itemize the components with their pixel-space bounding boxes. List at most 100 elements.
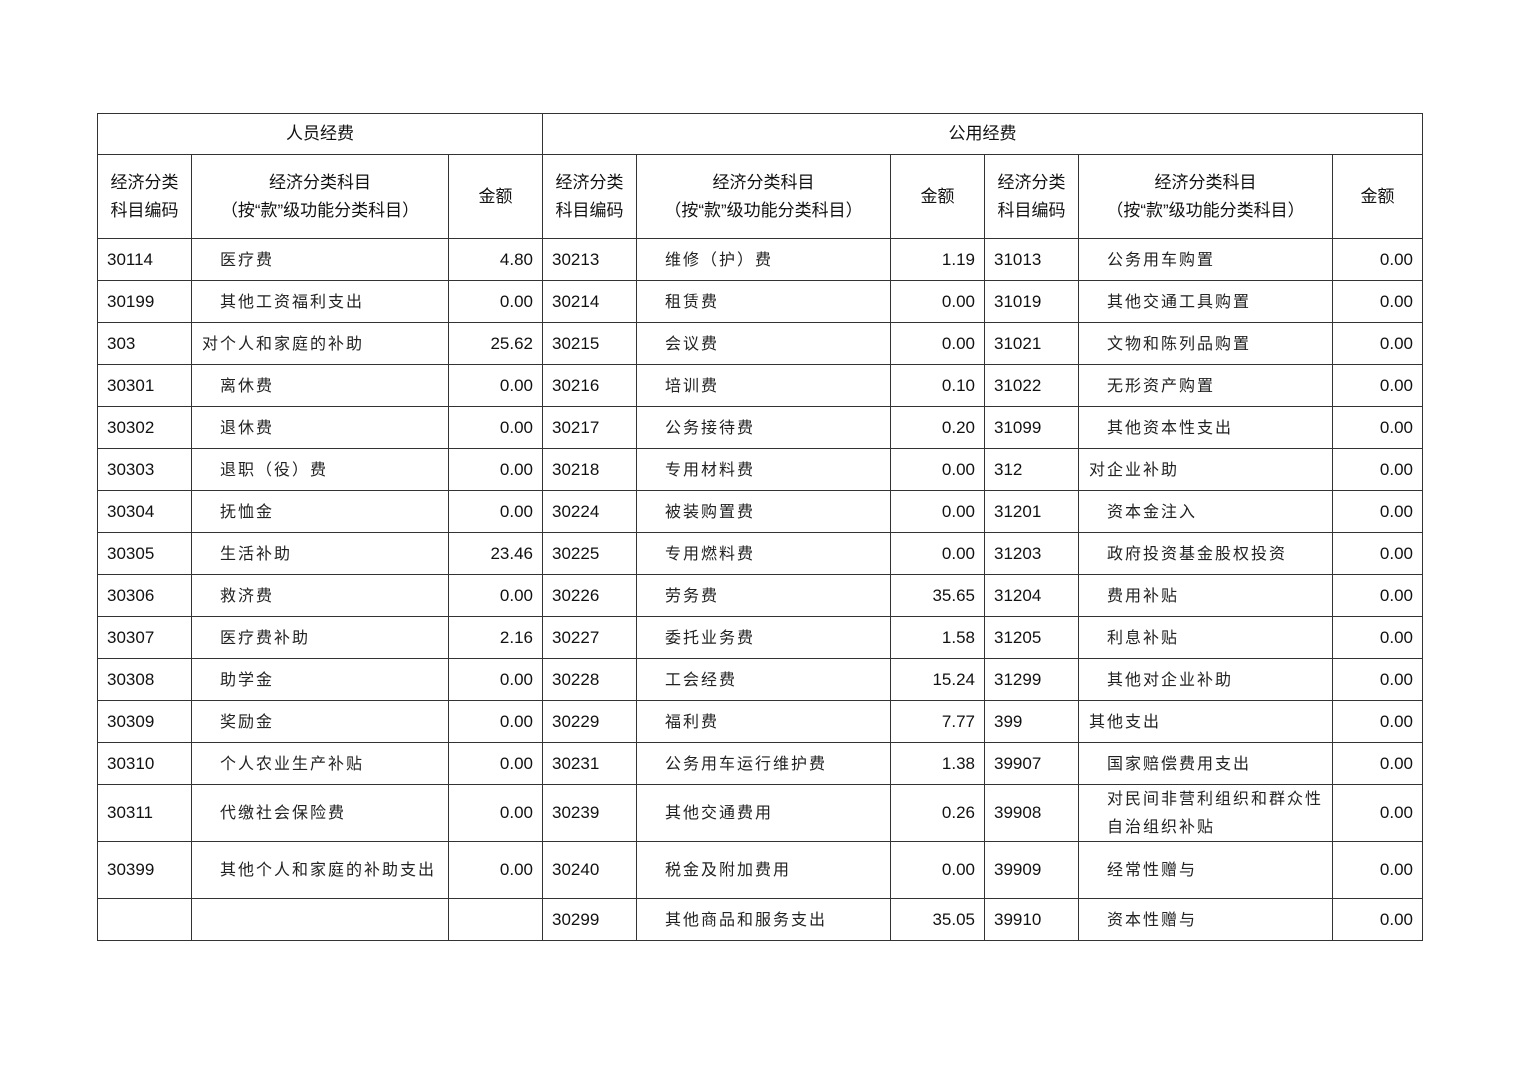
item-name: 经常性赠与 xyxy=(1078,841,1333,899)
item-amount: 0.00 xyxy=(448,574,543,617)
item-code: 31013 xyxy=(984,238,1079,281)
item-amount: 0.00 xyxy=(890,280,985,323)
item-code: 312 xyxy=(984,448,1079,491)
item-amount: 0.00 xyxy=(448,658,543,701)
item-amount: 1.19 xyxy=(890,238,985,281)
item-name: 其他交通工具购置 xyxy=(1078,280,1333,323)
item-amount: 0.00 xyxy=(1332,238,1423,281)
item-code: 31204 xyxy=(984,574,1079,617)
item-code: 30217 xyxy=(542,406,637,449)
header-name-line1: 经济分类科目 xyxy=(1154,172,1257,192)
item-code: 39907 xyxy=(984,742,1079,785)
item-code: 31203 xyxy=(984,532,1079,575)
item-amount: 0.00 xyxy=(1332,406,1423,449)
item-amount: 2.16 xyxy=(448,616,543,659)
item-code: 30213 xyxy=(542,238,637,281)
item-name: 其他商品和服务支出 xyxy=(636,898,891,941)
item-amount: 0.00 xyxy=(1332,448,1423,491)
item-name: 国家赔偿费用支出 xyxy=(1078,742,1333,785)
item-amount: 0.00 xyxy=(448,784,543,842)
item-code: 39909 xyxy=(984,841,1079,899)
item-amount: 0.00 xyxy=(890,448,985,491)
table-row: 30308 助学金 0.00 30228 工会经费 15.24 31299 其他对企业补助 0.… xyxy=(97,658,1423,701)
item-code: 30214 xyxy=(542,280,637,323)
item-amount: 35.65 xyxy=(890,574,985,617)
item-name: 委托业务费 xyxy=(636,616,891,659)
item-name: 生活补助 xyxy=(191,532,449,575)
item-amount: 0.20 xyxy=(890,406,985,449)
item-name: 医疗费补助 xyxy=(191,616,449,659)
item-amount: 0.00 xyxy=(890,841,985,899)
item-code: 30199 xyxy=(97,280,192,323)
item-name: 对企业补助 xyxy=(1078,448,1333,491)
item-amount: 0.00 xyxy=(890,490,985,533)
item-amount: 15.24 xyxy=(890,658,985,701)
item-amount: 0.00 xyxy=(448,700,543,743)
item-amount: 0.00 xyxy=(890,532,985,575)
item-amount: 0.00 xyxy=(448,364,543,407)
item-name: 抚恤金 xyxy=(191,490,449,533)
header-name-line1: 经济分类科目 xyxy=(269,172,371,192)
item-code: 30227 xyxy=(542,616,637,659)
item-amount: 1.58 xyxy=(890,616,985,659)
header-code-line1: 经济分类 xyxy=(997,172,1066,192)
item-name: 其他资本性支出 xyxy=(1078,406,1333,449)
table-row: 30399 其他个人和家庭的补助支出 0.00 30240 税金及附加费用 0.00 399… xyxy=(97,841,1423,899)
item-code: 30303 xyxy=(97,448,192,491)
item-name: 租赁费 xyxy=(636,280,891,323)
item-code: 31019 xyxy=(984,280,1079,323)
header-amount: 金额 xyxy=(448,154,543,239)
item-amount: 0.00 xyxy=(1332,364,1423,407)
item-name: 专用材料费 xyxy=(636,448,891,491)
item-name: 公务用车运行维护费 xyxy=(636,742,891,785)
item-code: 30228 xyxy=(542,658,637,701)
item-name: 政府投资基金股权投资 xyxy=(1078,532,1333,575)
header-code: 经济分类 科目编码 xyxy=(984,154,1079,239)
header-amount: 金额 xyxy=(1332,154,1423,239)
item-code: 30226 xyxy=(542,574,637,617)
item-name: 奖励金 xyxy=(191,700,449,743)
item-amount: 25.62 xyxy=(448,322,543,365)
item-amount: 0.26 xyxy=(890,784,985,842)
table-row: 30299 其他商品和服务支出 35.05 39910 资本性赠与 0.00 xyxy=(97,898,1423,941)
item-code: 31205 xyxy=(984,616,1079,659)
item-code: 30306 xyxy=(97,574,192,617)
item-code: 39910 xyxy=(984,898,1079,941)
item-code xyxy=(97,898,192,941)
table-row: 30199 其他工资福利支出 0.00 30214 租赁费 0.00 31019 其他交通工具… xyxy=(97,280,1423,323)
item-name: 公务接待费 xyxy=(636,406,891,449)
item-code: 303 xyxy=(97,322,192,365)
header-code-line2: 科目编码 xyxy=(110,200,179,220)
item-name: 劳务费 xyxy=(636,574,891,617)
item-name: 对个人和家庭的补助 xyxy=(191,322,449,365)
item-name: 其他交通费用 xyxy=(636,784,891,842)
item-name: 工会经费 xyxy=(636,658,891,701)
item-code: 31299 xyxy=(984,658,1079,701)
item-code: 30229 xyxy=(542,700,637,743)
item-code: 31021 xyxy=(984,322,1079,365)
item-code: 30305 xyxy=(97,532,192,575)
header-amount: 金额 xyxy=(890,154,985,239)
item-code: 30299 xyxy=(542,898,637,941)
header-name: 经济分类科目 （按“款”级功能分类科目） xyxy=(191,154,449,239)
item-name: 代缴社会保险费 xyxy=(191,784,449,842)
table-row: 30306 救济费 0.00 30226 劳务费 35.65 31204 费用补贴 0.00 xyxy=(97,574,1423,617)
header-code: 经济分类 科目编码 xyxy=(542,154,637,239)
item-name: 费用补贴 xyxy=(1078,574,1333,617)
item-name: 会议费 xyxy=(636,322,891,365)
item-name: 公务用车购置 xyxy=(1078,238,1333,281)
item-name: 资本性赠与 xyxy=(1078,898,1333,941)
header-name-line2: （按“款”级功能分类科目） xyxy=(1106,200,1305,220)
table-row: 30303 退职（役）费 0.00 30218 专用材料费 0.00 312 对企业补助 0.0… xyxy=(97,448,1423,491)
item-code: 30309 xyxy=(97,700,192,743)
table-row: 30307 医疗费补助 2.16 30227 委托业务费 1.58 31205 利息补贴 0.0… xyxy=(97,616,1423,659)
item-amount: 4.80 xyxy=(448,238,543,281)
table-row: 30310 个人农业生产补贴 0.00 30231 公务用车运行维护费 1.38 39907… xyxy=(97,742,1423,785)
item-amount: 0.00 xyxy=(1332,532,1423,575)
item-amount xyxy=(448,898,543,941)
item-name: 文物和陈列品购置 xyxy=(1078,322,1333,365)
item-name: 税金及附加费用 xyxy=(636,841,891,899)
item-amount: 1.38 xyxy=(890,742,985,785)
table-row: 30304 抚恤金 0.00 30224 被装购置费 0.00 31201 资本金注入 0.00 xyxy=(97,490,1423,533)
header-code-line2: 科目编码 xyxy=(997,200,1066,220)
